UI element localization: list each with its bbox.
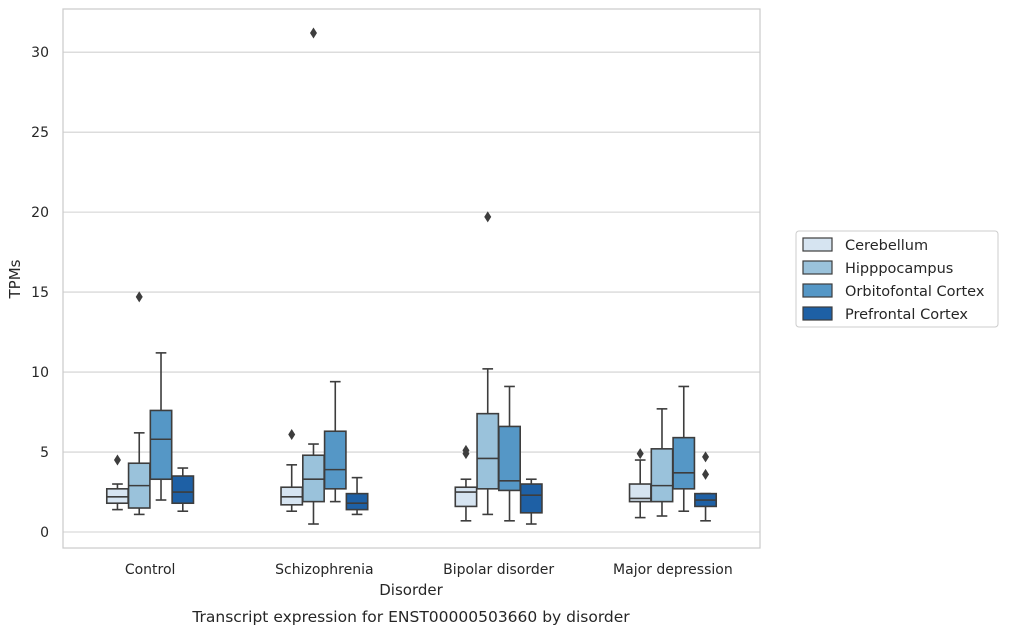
x-axis-label: Disorder [379, 581, 443, 599]
outlier-point [113, 454, 121, 466]
gridlines [63, 51, 760, 533]
plot-area [105, 27, 718, 525]
legend-label: Prefrontal Cortex [845, 307, 968, 323]
legend: Cerebellum Hipppocampus Orbitofontal Corte… [795, 230, 999, 328]
box-body [323, 430, 347, 490]
box-prefrontal-cortex [694, 451, 718, 522]
box-hipppocampus [650, 408, 674, 517]
box-prefrontal-cortex [171, 467, 195, 513]
y-tick-label: 0 [40, 525, 49, 541]
box-orbitofontal-cortex [498, 385, 521, 522]
x-axis-ticks: Control Schizophrenia Bipolar disorder Majo… [125, 562, 733, 578]
y-tick-label: 20 [31, 205, 49, 221]
outlier-point [702, 451, 710, 463]
y-tick-label: 5 [40, 445, 49, 461]
box-orbitofontal-cortex [672, 385, 696, 513]
y-tick-label: 25 [31, 125, 49, 141]
x-tick-label: Control [125, 562, 176, 578]
box-body [454, 486, 478, 508]
x-tick-label: Major depression [613, 562, 733, 578]
box-body [650, 448, 674, 503]
y-tick-label: 10 [31, 365, 49, 381]
box-body [171, 475, 195, 505]
outlier-point [636, 448, 644, 460]
legend-frame [795, 230, 999, 328]
box-body [519, 483, 543, 514]
outlier-point [484, 211, 492, 223]
legend-swatch [802, 283, 833, 298]
y-axis-ticks: 0 5 10 15 20 25 30 [31, 45, 49, 541]
box-cerebellum [280, 428, 304, 513]
legend-label: Hipppocampus [845, 261, 953, 277]
box-body [345, 492, 369, 511]
legend-label: Orbitofontal Cortex [845, 284, 985, 300]
box-body [498, 425, 521, 492]
box-orbitofontal-cortex [149, 352, 173, 501]
y-tick-label: 30 [31, 45, 49, 61]
y-axis-label: TPMs [6, 259, 24, 299]
box-prefrontal-cortex [519, 478, 543, 525]
plot-frame [62, 8, 761, 549]
box-cerebellum [105, 454, 129, 511]
box-prefrontal-cortex [345, 476, 369, 516]
x-tick-label: Bipolar disorder [443, 562, 554, 578]
box-body [476, 412, 500, 490]
legend-swatch [802, 260, 833, 275]
outlier-point [288, 428, 296, 440]
legend-label: Cerebellum [845, 238, 928, 254]
outlier-point [309, 27, 317, 39]
outlier-point [135, 291, 143, 303]
box-cerebellum [454, 444, 478, 522]
y-tick-label: 15 [31, 285, 49, 301]
x-tick-label: Schizophrenia [275, 562, 373, 578]
box-cerebellum [628, 448, 652, 519]
outlier-point [702, 468, 710, 480]
box-hipppocampus [127, 291, 151, 516]
box-hipppocampus [476, 211, 500, 516]
box-body [672, 436, 696, 490]
box-orbitofontal-cortex [323, 380, 347, 503]
outlier-point [462, 444, 470, 456]
legend-swatch [802, 237, 833, 252]
box-body [149, 409, 173, 481]
legend-swatch [802, 306, 833, 321]
chart-caption: Transcript expression for ENST0000050366… [191, 608, 630, 626]
box-hipppocampus [302, 27, 325, 525]
